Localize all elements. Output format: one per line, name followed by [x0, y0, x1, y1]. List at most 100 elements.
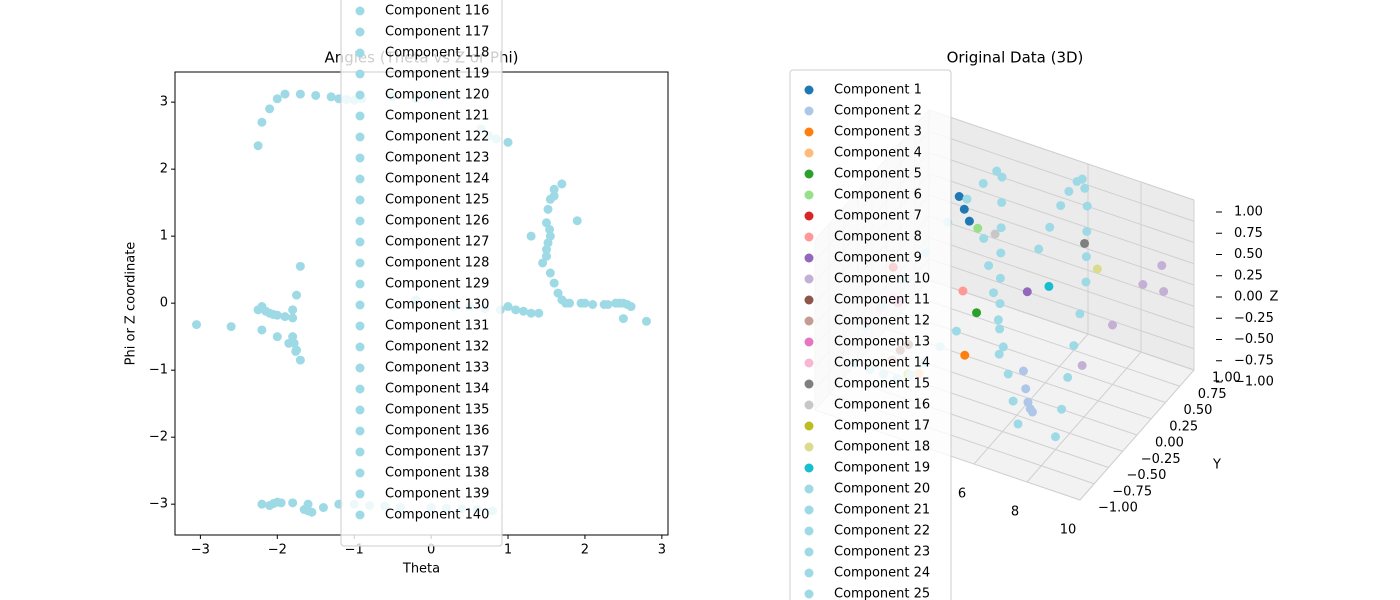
point	[960, 350, 970, 360]
point	[288, 313, 298, 323]
x-tick-label: 1	[504, 543, 512, 558]
point	[276, 498, 286, 508]
legend-label: Component 2	[834, 104, 922, 119]
y-axis-label: Y	[1212, 458, 1221, 473]
point	[280, 89, 290, 99]
point	[288, 498, 298, 508]
legend-label: Component 19	[834, 461, 930, 476]
point	[543, 204, 553, 214]
point	[984, 261, 994, 271]
point	[261, 306, 271, 316]
point	[541, 245, 551, 255]
legend-label: Component 12	[834, 314, 930, 329]
point	[503, 302, 513, 312]
point	[973, 223, 983, 233]
point	[265, 104, 275, 114]
point	[1063, 372, 1073, 382]
point	[992, 166, 1002, 176]
grid-line	[928, 130, 1195, 222]
point	[549, 278, 559, 288]
legend-marker	[355, 447, 365, 457]
x-tick-label: 2	[581, 543, 589, 558]
point	[289, 338, 299, 348]
x-tick-label: 3	[658, 543, 666, 558]
legend-marker	[804, 421, 814, 431]
x-tick-label: −2	[268, 543, 287, 558]
point	[1069, 341, 1079, 351]
legend-label: Component 24	[834, 566, 930, 581]
z-tick-label: −0.50	[1234, 332, 1274, 347]
point	[996, 248, 1006, 258]
z-tick-label: 0.25	[1234, 268, 1263, 283]
point	[1051, 432, 1060, 442]
legend-label: Component 131	[385, 319, 489, 334]
point	[557, 179, 567, 189]
legend-marker	[355, 321, 365, 331]
legend-marker	[804, 106, 814, 116]
point	[964, 216, 974, 226]
legend-marker	[804, 169, 814, 179]
point	[979, 234, 989, 243]
legend-marker	[804, 316, 814, 326]
x-tick-label: 10	[1060, 523, 1077, 538]
point	[1044, 281, 1054, 291]
point	[257, 117, 267, 127]
point	[1092, 264, 1102, 274]
legend-marker	[355, 489, 365, 499]
point	[995, 324, 1005, 334]
legend-box	[340, 0, 503, 547]
legend-label: Component 116	[385, 4, 489, 19]
legend-label: Component 124	[385, 172, 489, 187]
point	[541, 218, 551, 228]
legend-marker	[355, 363, 365, 373]
legend-marker	[804, 400, 814, 410]
point	[626, 302, 636, 312]
point	[618, 314, 628, 324]
legend-label: Component 7	[834, 209, 922, 224]
z-tick-label: −0.25	[1234, 311, 1274, 326]
legend-marker	[355, 48, 365, 58]
point	[545, 224, 555, 234]
legend-label: Component 22	[834, 524, 930, 539]
y-tick-label: −1.00	[1098, 501, 1138, 516]
x-tick-label: −3	[191, 543, 210, 558]
z-tick-label: 0.50	[1234, 247, 1263, 262]
point	[268, 499, 278, 509]
legend-marker	[804, 547, 814, 557]
grid-line	[928, 152, 1195, 243]
legend-label: Component 119	[385, 67, 489, 82]
legend-marker	[804, 442, 814, 452]
point	[962, 194, 972, 204]
point	[998, 342, 1008, 352]
y-tick-label: −0.25	[1141, 452, 1181, 467]
y-tick-label: 0	[160, 296, 168, 311]
legend-marker	[355, 132, 365, 142]
legend-marker	[804, 526, 814, 536]
point	[603, 300, 613, 310]
point	[295, 355, 305, 365]
y-tick-label: −0.75	[1112, 484, 1152, 499]
legend-label: Component 117	[385, 25, 489, 40]
y-tick-label: 1	[160, 229, 168, 244]
legend-marker	[804, 505, 814, 515]
y-tick-label: 0.50	[1184, 403, 1213, 418]
grid-line	[928, 279, 1195, 371]
point	[326, 92, 336, 102]
legend-label: Component 4	[834, 146, 922, 161]
point	[538, 258, 548, 268]
point	[253, 141, 263, 151]
grid-line	[928, 258, 1195, 350]
legend-marker	[804, 337, 814, 347]
point	[549, 184, 559, 194]
point	[268, 310, 278, 320]
point	[1138, 280, 1148, 289]
point	[1082, 226, 1092, 236]
point	[951, 326, 961, 336]
point	[1081, 252, 1091, 262]
y-tick-label: −1	[149, 363, 168, 378]
point	[257, 499, 267, 509]
grid-line	[928, 237, 1195, 328]
legend-label: Component 140	[385, 508, 489, 523]
legend-label: Component 121	[385, 109, 489, 124]
point	[954, 192, 964, 201]
